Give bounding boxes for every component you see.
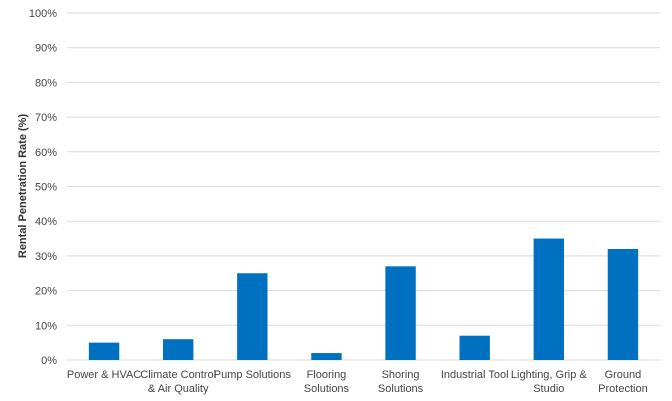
x-category-label: Pump Solutions: [214, 369, 292, 381]
x-axis-categories: Power & HVAC Climate Control & Air Quality…: [67, 369, 648, 395]
bar: [385, 266, 416, 360]
x-category-label: Climate Control: [140, 369, 216, 381]
y-tick-label: 10%: [35, 320, 57, 332]
x-category-label: Studio: [533, 383, 564, 395]
bars: [88, 238, 639, 360]
bar: [237, 273, 268, 360]
bar: [607, 248, 639, 360]
y-tick-label: 0%: [41, 355, 57, 367]
x-category-label: & Air Quality: [148, 383, 209, 395]
y-tick-label: 30%: [35, 251, 57, 263]
y-tick-label: 60%: [35, 147, 57, 159]
x-category-label: Flooring: [307, 369, 347, 381]
x-category-label: Lighting, Grip &: [511, 369, 587, 381]
y-axis-label: Rental Penetration Rate (%): [17, 114, 29, 259]
y-tick-label: 90%: [35, 43, 57, 55]
x-category-label: Protection: [598, 383, 648, 395]
bar: [311, 353, 342, 360]
x-category-label: Ground: [605, 369, 642, 381]
y-tick-label: 50%: [35, 182, 57, 194]
bar: [88, 342, 120, 360]
y-tick-label: 20%: [35, 286, 57, 298]
y-tick-label: 100%: [29, 8, 57, 20]
x-category-label: Shoring: [382, 369, 420, 381]
gridlines: [67, 12, 660, 361]
y-tick-label: 70%: [35, 112, 57, 124]
bar: [459, 335, 490, 360]
y-tick-label: 40%: [35, 216, 57, 228]
x-category-label: Solutions: [304, 383, 350, 395]
bar: [533, 238, 565, 360]
x-category-label: Solutions: [378, 383, 424, 395]
x-category-label: Power & HVAC: [67, 369, 141, 381]
x-category-label: Industrial Tool: [441, 369, 509, 381]
y-tick-label: 80%: [35, 77, 57, 89]
bar: [162, 339, 194, 360]
y-axis-ticks: 0% 10% 20% 30% 40% 50% 60% 70% 80% 90% 100%: [29, 8, 57, 367]
